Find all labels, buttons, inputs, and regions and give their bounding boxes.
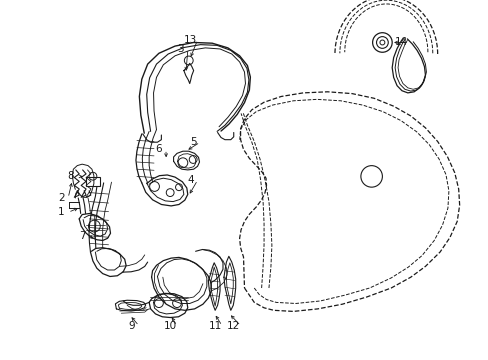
- Text: 2: 2: [58, 193, 64, 203]
- Text: 10: 10: [163, 321, 176, 331]
- Bar: [85, 177, 100, 186]
- Text: 9: 9: [128, 321, 135, 331]
- Text: 14: 14: [393, 37, 407, 48]
- Text: 3: 3: [177, 44, 184, 54]
- Text: 4: 4: [187, 175, 194, 185]
- Text: 8: 8: [67, 171, 74, 181]
- Text: 13: 13: [183, 35, 197, 45]
- Text: 12: 12: [226, 321, 240, 331]
- Text: 5: 5: [189, 137, 196, 147]
- Text: 1: 1: [58, 207, 64, 217]
- Text: 6: 6: [155, 144, 162, 154]
- Text: 7: 7: [79, 231, 85, 241]
- Text: 11: 11: [208, 321, 222, 331]
